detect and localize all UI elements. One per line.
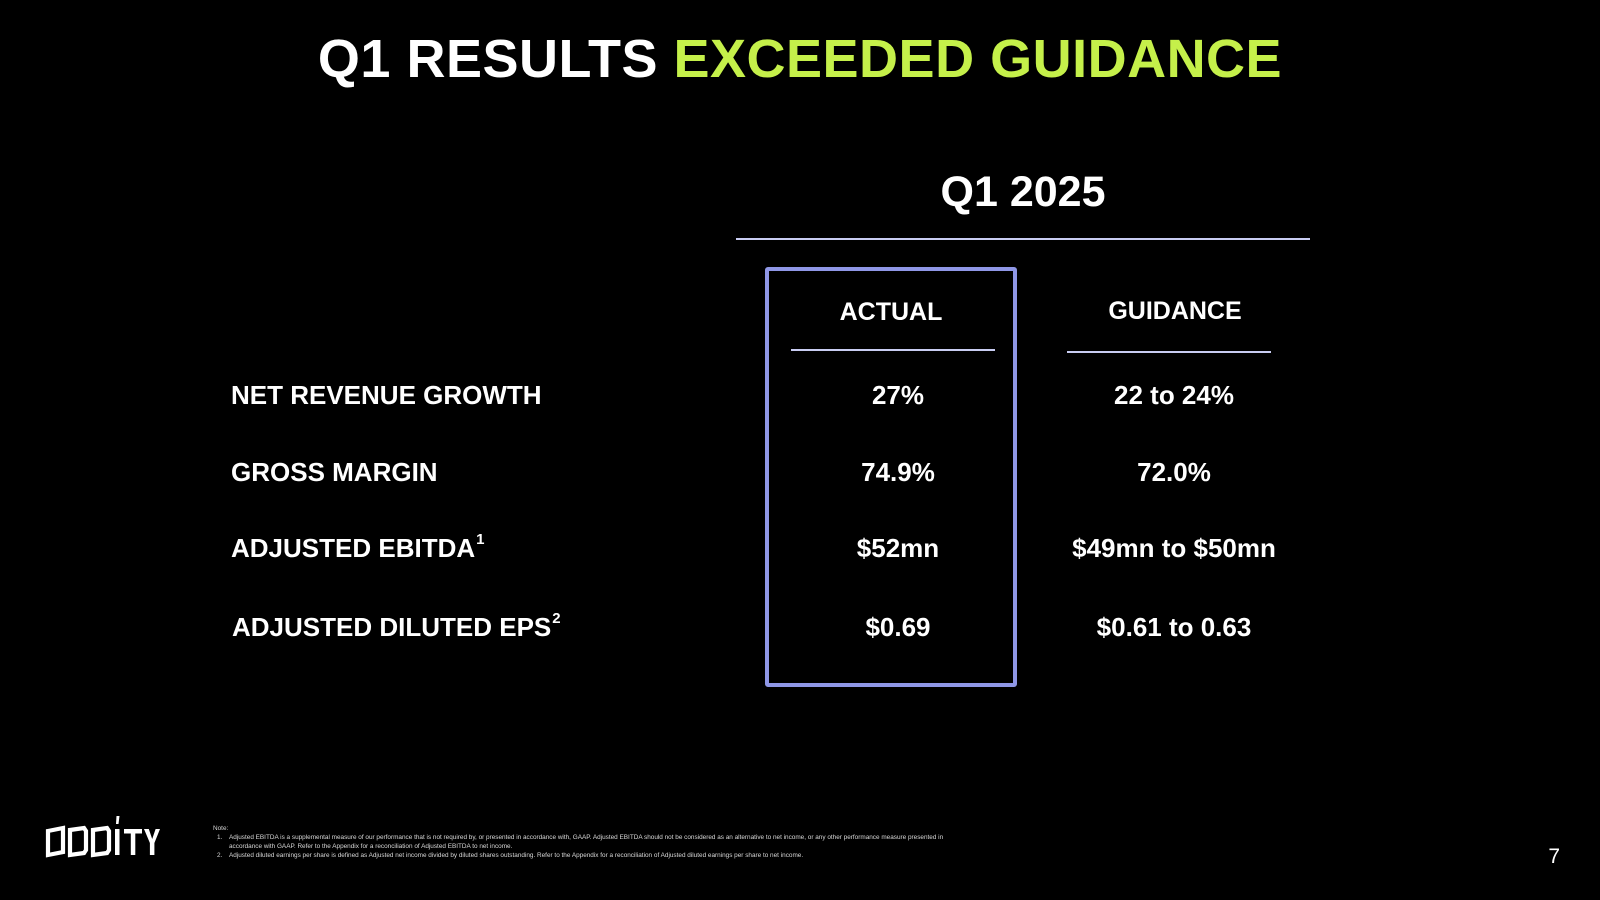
cell-guidance-adjusted-ebitda: $49mn to $50mn <box>1072 533 1276 563</box>
notes-heading: Note: <box>213 825 229 832</box>
footnote-number: 2. <box>217 852 223 859</box>
column-header-guidance: GUIDANCE <box>1108 297 1242 325</box>
footnote-marker: 2 <box>552 610 561 627</box>
oddity-logo <box>45 816 160 858</box>
period-heading: Q1 2025 <box>940 168 1106 216</box>
cell-guidance-net-revenue-growth: 22 to 24% <box>1114 380 1234 410</box>
period-divider <box>736 238 1310 240</box>
footnotes: Note: 1. Adjusted EBITDA is a supplement… <box>213 824 973 860</box>
row-label-adjusted-diluted-eps: ADJUSTED DILUTED EPS2 <box>232 610 561 643</box>
footnote-1: 1. Adjusted EBITDA is a supplemental mea… <box>213 833 973 851</box>
cell-actual-adjusted-ebitda: $52mn <box>856 533 940 563</box>
footnote-text: Adjusted EBITDA is a supplemental measur… <box>229 834 944 850</box>
cell-guidance-adjusted-diluted-eps: $0.61 to 0.63 <box>1096 612 1252 642</box>
title-accent: EXCEEDED GUIDANCE <box>673 29 1283 89</box>
column-header-actual: ACTUAL <box>839 298 943 326</box>
cell-actual-adjusted-diluted-eps: $0.69 <box>865 612 931 642</box>
row-label-text: GROSS MARGIN <box>231 457 438 487</box>
row-label-adjusted-ebitda: ADJUSTED EBITDA1 <box>231 531 485 564</box>
guidance-header-divider <box>1067 351 1271 353</box>
page-number: 7 <box>1548 845 1560 868</box>
row-label-text: ADJUSTED EBITDA <box>231 533 476 563</box>
cell-actual-gross-margin: 74.9% <box>861 457 935 487</box>
row-label-text: ADJUSTED DILUTED EPS <box>232 612 552 642</box>
actual-header-divider <box>791 349 995 351</box>
cell-actual-net-revenue-growth: 27% <box>871 380 925 410</box>
row-label-gross-margin: GROSS MARGIN <box>231 457 438 488</box>
footnote-number: 1. <box>217 834 223 841</box>
cell-guidance-gross-margin: 72.0% <box>1137 457 1211 487</box>
footnote-2: 2. Adjusted diluted earnings per share i… <box>213 851 973 860</box>
row-label-net-revenue-growth: NET REVENUE GROWTH <box>231 380 542 411</box>
footnote-marker: 1 <box>476 531 485 548</box>
footnote-text: Adjusted diluted earnings per share is d… <box>229 852 804 859</box>
slide-title: Q1 RESULTS EXCEEDED GUIDANCE <box>0 28 1600 90</box>
row-label-text: NET REVENUE GROWTH <box>231 380 542 410</box>
actual-highlight-box <box>765 267 1017 687</box>
title-prefix: Q1 RESULTS <box>317 29 674 89</box>
